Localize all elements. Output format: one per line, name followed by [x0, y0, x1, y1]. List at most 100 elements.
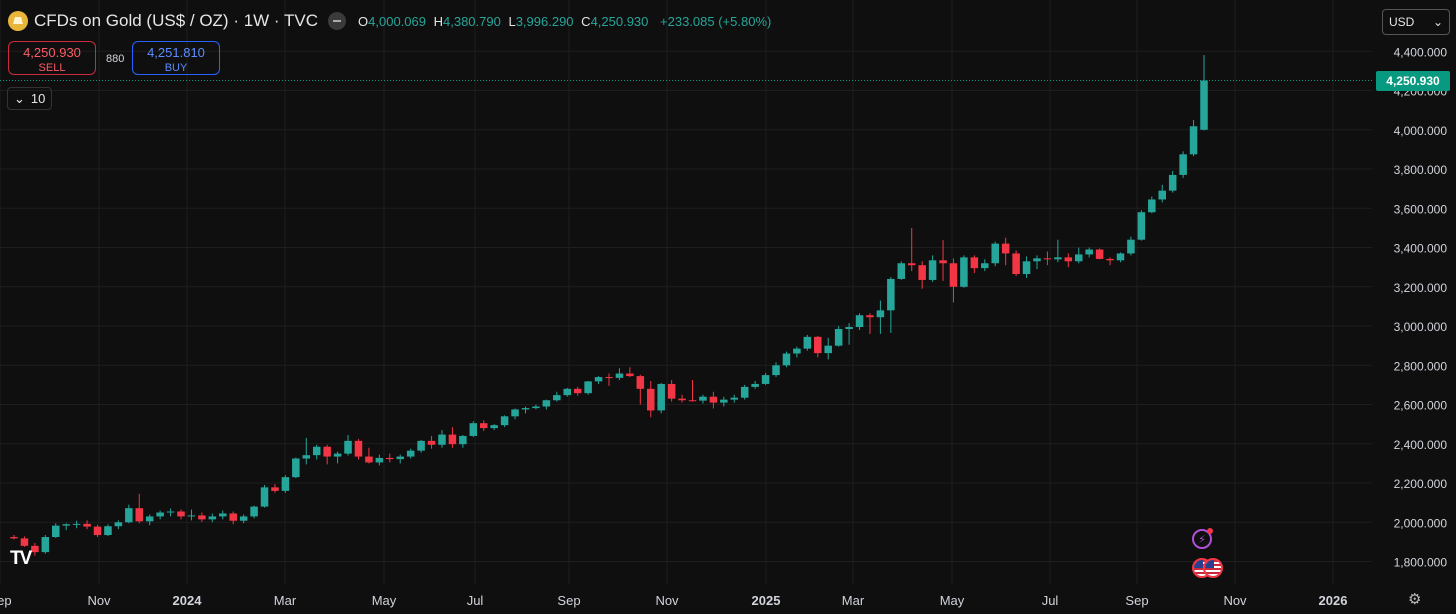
candle	[83, 520, 91, 530]
candle-body	[156, 512, 164, 517]
candle-body	[584, 381, 592, 394]
candle	[62, 523, 70, 531]
candle	[709, 391, 718, 409]
candle-body	[1158, 190, 1167, 200]
candle	[438, 430, 446, 448]
candle-body	[72, 523, 81, 525]
candle	[302, 437, 311, 465]
candle-body	[1116, 253, 1125, 261]
candle-body	[918, 265, 926, 280]
buy-price: 4,251.810	[147, 45, 205, 60]
candle-body	[646, 388, 655, 411]
candle	[281, 475, 290, 493]
candle	[1158, 184, 1167, 203]
price-tick-label: 2,600.000	[1394, 399, 1448, 413]
sell-button[interactable]: 4,250.930 SELL	[8, 41, 96, 75]
spread-value: 880	[106, 53, 125, 65]
gear-icon[interactable]: ⚙	[1408, 591, 1422, 608]
price-tick-label: 3,600.000	[1394, 202, 1448, 216]
candle	[1106, 257, 1114, 266]
candle-body	[626, 373, 634, 377]
candle-body	[563, 388, 572, 396]
candle-body	[145, 516, 154, 522]
candle-body	[678, 398, 686, 401]
candle	[699, 394, 707, 404]
candle-body	[333, 453, 342, 457]
candle	[51, 523, 60, 538]
minus-circle-icon[interactable]	[328, 12, 347, 30]
high-value: 4,380.790	[443, 13, 501, 29]
candle-body	[31, 545, 39, 553]
buy-button[interactable]: 4,251.810 BUY	[132, 41, 220, 75]
chevron-down-icon: ⌄	[14, 90, 25, 106]
indicators-collapse-button[interactable]: ⌄ 10	[7, 87, 53, 110]
open-label: O	[358, 13, 369, 29]
candle-body	[573, 388, 582, 394]
candle	[125, 504, 133, 524]
candle-body	[1168, 174, 1177, 191]
candle-body	[793, 348, 801, 354]
time-tick-label: Mar	[842, 593, 865, 608]
candle	[271, 484, 279, 493]
candle-body	[657, 383, 665, 411]
candle-body	[354, 440, 363, 457]
candle	[219, 510, 227, 520]
candle-body	[312, 446, 321, 456]
candle-body	[1022, 261, 1031, 275]
candle-body	[897, 263, 906, 279]
candle	[573, 386, 582, 396]
candle-body	[20, 538, 29, 546]
candle	[907, 227, 916, 272]
candle	[104, 524, 112, 537]
candle-body	[406, 450, 415, 457]
candle-body	[667, 383, 676, 399]
candle-body	[292, 458, 300, 478]
candle-body	[177, 511, 185, 517]
us-flag-event-icon[interactable]	[1203, 558, 1223, 578]
symbol-title[interactable]: CFDs on Gold (US$ / OZ) · 1W · TVC	[34, 11, 319, 30]
candle-body	[688, 400, 697, 402]
candle-body	[740, 386, 749, 398]
candle	[312, 444, 321, 460]
candle	[386, 453, 394, 463]
candle	[292, 457, 300, 479]
candle-body	[114, 522, 123, 527]
candle	[145, 514, 154, 526]
candle-body	[928, 260, 937, 280]
candle	[939, 240, 947, 281]
candle	[834, 326, 843, 347]
candle	[375, 454, 384, 466]
currency-select[interactable]: USD ⌄	[1382, 9, 1450, 35]
candle	[981, 259, 989, 272]
candle-body	[1127, 239, 1135, 254]
candle	[406, 448, 415, 459]
candle	[553, 391, 561, 402]
tradingview-logo[interactable]: TV	[10, 548, 32, 569]
candle-body	[991, 243, 999, 264]
candle	[1054, 239, 1062, 263]
candle	[1095, 248, 1104, 260]
lightning-event-icon[interactable]: ⚡	[1192, 528, 1213, 549]
candle-body	[1033, 258, 1041, 262]
candle-body	[594, 377, 603, 382]
price-tick-label: 3,400.000	[1394, 242, 1448, 256]
candle	[1200, 55, 1208, 131]
time-tick-label: Sep	[557, 593, 580, 608]
candle-body	[855, 315, 864, 328]
candle-body	[1074, 254, 1083, 262]
open-value: 4,000.069	[368, 13, 426, 29]
candle	[740, 384, 749, 400]
candle-body	[386, 457, 394, 460]
candle-body	[500, 416, 509, 426]
candle-body	[824, 345, 832, 354]
candle	[1127, 236, 1135, 256]
candle-body	[271, 487, 279, 491]
change-value: +233.085 (+5.80%)	[660, 13, 772, 29]
last-price-label: 4,250.930	[1376, 71, 1450, 91]
candle-body	[260, 487, 269, 507]
candle	[928, 255, 937, 282]
candle-body	[939, 260, 947, 264]
candle	[1148, 196, 1156, 214]
candle-body	[709, 396, 718, 403]
